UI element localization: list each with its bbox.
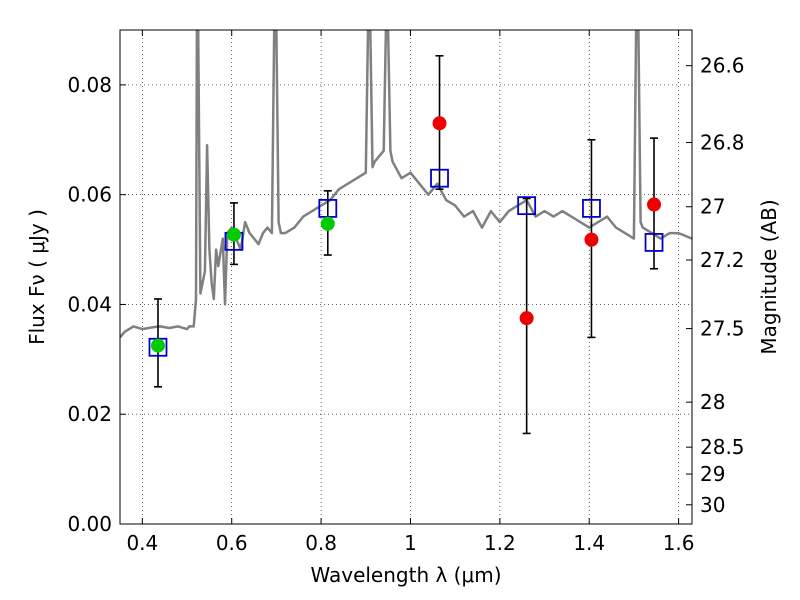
observed-flux-point: [519, 311, 534, 326]
right-tick-label: 27.2: [700, 248, 745, 272]
right-tick-label: 27.5: [700, 317, 745, 341]
x-tick-label: 0.8: [305, 531, 337, 555]
observed-flux-point: [584, 232, 599, 247]
observed-flux-point: [226, 227, 241, 242]
y-tick-label: 0.00: [67, 512, 112, 536]
model-flux-square: [582, 198, 601, 218]
right-tick-label: 26.8: [700, 131, 745, 155]
right-tick-label: 30: [700, 493, 725, 517]
x-tick-label: 1.2: [484, 531, 516, 555]
right-tick-label: 26.6: [700, 54, 745, 78]
model-flux-square: [517, 196, 537, 216]
x-tick-label: 1.6: [663, 531, 695, 555]
right-tick-label: 28: [700, 390, 725, 414]
observed-flux-point: [150, 338, 165, 353]
plot-area: [120, 30, 692, 339]
plot-background: [120, 30, 692, 524]
x-tick-label: 0.6: [216, 531, 248, 555]
x-axis-label: Wavelength λ (μm): [310, 563, 501, 587]
observed-flux-point: [432, 116, 447, 131]
data-markers: [148, 54, 664, 435]
x-tick-label: 0.4: [126, 531, 158, 555]
y-tick-label: 0.06: [67, 183, 112, 207]
y-tick-label: 0.02: [67, 402, 112, 426]
x-tick-label: 1: [404, 531, 417, 555]
model-flux-square: [644, 233, 664, 252]
right-tick-label: 28.5: [700, 435, 745, 459]
axis-ticks: 0.4 0.6 0.8 1 1.2 1.4 1.6 0.00 0.02 0.04 0.06 0.08 2…: [67, 30, 745, 555]
x-tick-label: 1.4: [573, 531, 605, 555]
model-spectrum-line: [120, 30, 692, 339]
model-flux-square: [430, 168, 449, 188]
right-axis-label: Magnitude (AB): [757, 199, 781, 354]
observed-flux-point: [320, 216, 335, 231]
y-axis-label: Flux Fν ( μJy ): [25, 209, 49, 345]
right-tick-label: 27: [700, 195, 725, 219]
observed-flux-point: [647, 197, 662, 212]
right-tick-label: 29: [700, 462, 725, 486]
plot-frame: [119, 29, 693, 525]
y-tick-label: 0.04: [67, 292, 112, 316]
y-tick-label: 0.08: [67, 73, 112, 97]
